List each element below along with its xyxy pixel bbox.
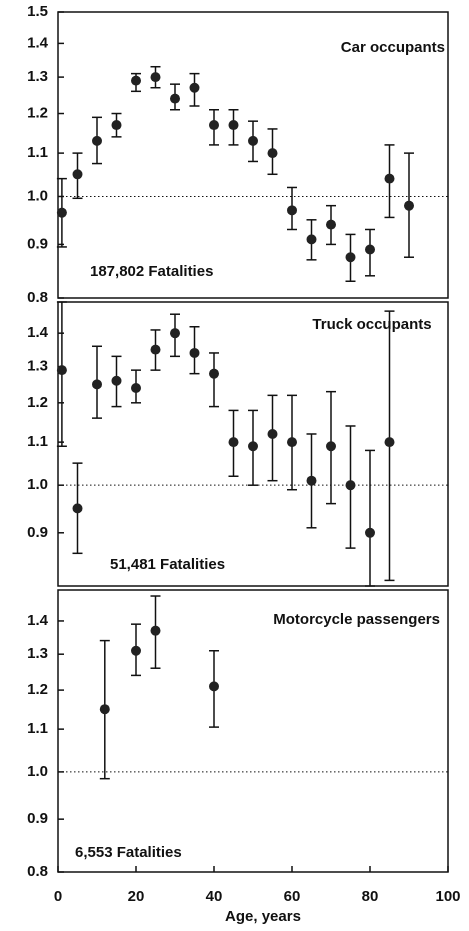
y-tick-label: 0.8 xyxy=(27,863,48,880)
y-tick-label: 1.2 xyxy=(27,104,48,121)
point xyxy=(345,252,356,263)
point xyxy=(365,244,375,255)
point xyxy=(131,645,141,656)
point xyxy=(365,527,375,538)
point xyxy=(150,344,161,355)
point xyxy=(345,480,356,491)
y-tick-label: 1.4 xyxy=(27,324,49,341)
y-tick-label: 1.3 xyxy=(27,645,48,662)
y-tick-label: 1.0 xyxy=(27,476,48,493)
annotation: 51,481 Fatalities xyxy=(110,556,225,573)
point xyxy=(111,120,122,131)
annotation: 187,802 Fatalities xyxy=(90,263,213,280)
y-tick-label: 1.2 xyxy=(27,681,48,698)
point xyxy=(209,681,219,692)
point xyxy=(131,75,141,86)
y-tick-label: 1.4 xyxy=(27,34,49,51)
annotation: 6,553 Fatalities xyxy=(75,844,182,861)
y-tick-label: 1.1 xyxy=(27,144,48,161)
point xyxy=(267,428,278,439)
panel-title: Truck occupants xyxy=(312,316,431,333)
point xyxy=(287,205,297,216)
point xyxy=(56,365,67,376)
point xyxy=(248,441,258,452)
point xyxy=(228,437,239,448)
x-tick-label: 60 xyxy=(284,888,301,905)
point xyxy=(150,625,161,636)
point xyxy=(228,120,239,131)
point xyxy=(326,219,336,230)
y-tick-label: 1.4 xyxy=(27,612,49,629)
y-tick-label: 1.0 xyxy=(27,187,48,204)
point xyxy=(92,135,102,146)
x-tick-label: 80 xyxy=(362,888,379,905)
point xyxy=(326,441,336,452)
point xyxy=(209,120,219,131)
point xyxy=(189,347,200,358)
point xyxy=(170,328,180,339)
point xyxy=(111,375,122,386)
x-tick-label: 20 xyxy=(128,888,145,905)
y-tick-label: 0.9 xyxy=(27,524,48,541)
point xyxy=(306,475,317,486)
x-tick-label: 40 xyxy=(206,888,223,905)
point xyxy=(248,135,258,146)
y-tick-label: 0.9 xyxy=(27,810,48,827)
x-axis-label: Age, years xyxy=(225,908,301,925)
y-tick-label: 1.2 xyxy=(27,394,48,411)
point xyxy=(56,207,67,218)
point xyxy=(92,379,102,390)
point xyxy=(150,72,161,83)
point xyxy=(287,437,297,448)
y-tick-label: 0.9 xyxy=(27,235,48,252)
panel-title: Motorcycle passengers xyxy=(273,611,440,628)
y-tick-label: 1.0 xyxy=(27,763,48,780)
y-tick-label: 1.5 xyxy=(27,3,48,20)
panel-frame xyxy=(57,11,449,299)
point xyxy=(170,93,180,104)
point xyxy=(189,82,200,93)
y-tick-label: 1.3 xyxy=(27,358,48,375)
point xyxy=(209,368,219,379)
panel-frame xyxy=(57,301,449,587)
panel-frame xyxy=(57,589,449,873)
point xyxy=(267,148,278,159)
point xyxy=(72,503,83,514)
x-tick-label: 0 xyxy=(54,888,62,905)
point xyxy=(72,169,83,180)
x-tick-label: 100 xyxy=(435,888,460,905)
y-tick-label: 1.1 xyxy=(27,720,48,737)
y-tick-label: 1.3 xyxy=(27,68,48,85)
point xyxy=(306,234,317,245)
point xyxy=(404,200,414,211)
point xyxy=(99,704,110,715)
panel-title: Car occupants xyxy=(341,39,445,56)
point xyxy=(131,383,141,394)
y-tick-label: 0.8 xyxy=(27,289,48,306)
point xyxy=(384,173,395,184)
point xyxy=(384,437,395,448)
y-tick-label: 1.1 xyxy=(27,433,48,450)
